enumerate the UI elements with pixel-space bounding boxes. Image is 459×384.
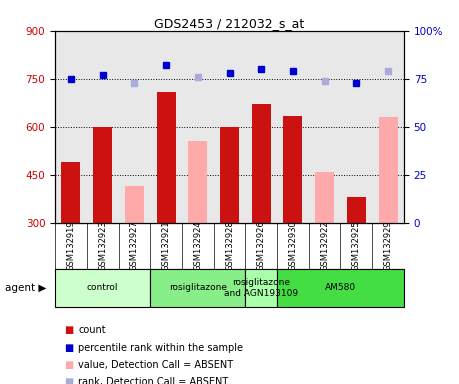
Text: control: control xyxy=(87,283,118,293)
Text: rosiglitazone
and AGN193109: rosiglitazone and AGN193109 xyxy=(224,278,298,298)
Bar xyxy=(62,162,80,223)
Bar xyxy=(93,127,112,223)
Bar xyxy=(157,91,176,223)
Text: GSM132930: GSM132930 xyxy=(288,220,297,271)
Text: AM580: AM580 xyxy=(325,283,356,293)
Text: ■: ■ xyxy=(64,343,73,353)
Text: count: count xyxy=(78,325,106,335)
Text: GSM132919: GSM132919 xyxy=(67,220,75,271)
Text: value, Detection Call = ABSENT: value, Detection Call = ABSENT xyxy=(78,360,233,370)
Text: GSM132924: GSM132924 xyxy=(193,220,202,271)
Text: GSM132925: GSM132925 xyxy=(352,220,361,271)
Text: agent ▶: agent ▶ xyxy=(5,283,46,293)
Bar xyxy=(252,104,271,223)
Bar xyxy=(150,269,246,307)
Bar xyxy=(125,186,144,223)
Text: percentile rank within the sample: percentile rank within the sample xyxy=(78,343,243,353)
Text: GSM132928: GSM132928 xyxy=(225,220,234,271)
Text: ■: ■ xyxy=(64,360,73,370)
Bar xyxy=(220,127,239,223)
Bar xyxy=(277,269,404,307)
Text: GSM132923: GSM132923 xyxy=(98,220,107,271)
Text: GSM132927: GSM132927 xyxy=(130,220,139,271)
Bar xyxy=(246,269,277,307)
Bar xyxy=(315,172,334,223)
Bar xyxy=(55,269,150,307)
Text: GSM132921: GSM132921 xyxy=(162,220,171,271)
Text: GSM132926: GSM132926 xyxy=(257,220,266,271)
Text: rosiglitazone: rosiglitazone xyxy=(169,283,227,293)
Text: rank, Detection Call = ABSENT: rank, Detection Call = ABSENT xyxy=(78,377,228,384)
Text: GSM132929: GSM132929 xyxy=(384,220,392,271)
Bar xyxy=(283,116,302,223)
Bar xyxy=(347,197,366,223)
Bar xyxy=(379,117,397,223)
Bar xyxy=(188,141,207,223)
Text: GSM132922: GSM132922 xyxy=(320,220,329,271)
Title: GDS2453 / 212032_s_at: GDS2453 / 212032_s_at xyxy=(154,17,305,30)
Text: ■: ■ xyxy=(64,377,73,384)
Text: ■: ■ xyxy=(64,325,73,335)
